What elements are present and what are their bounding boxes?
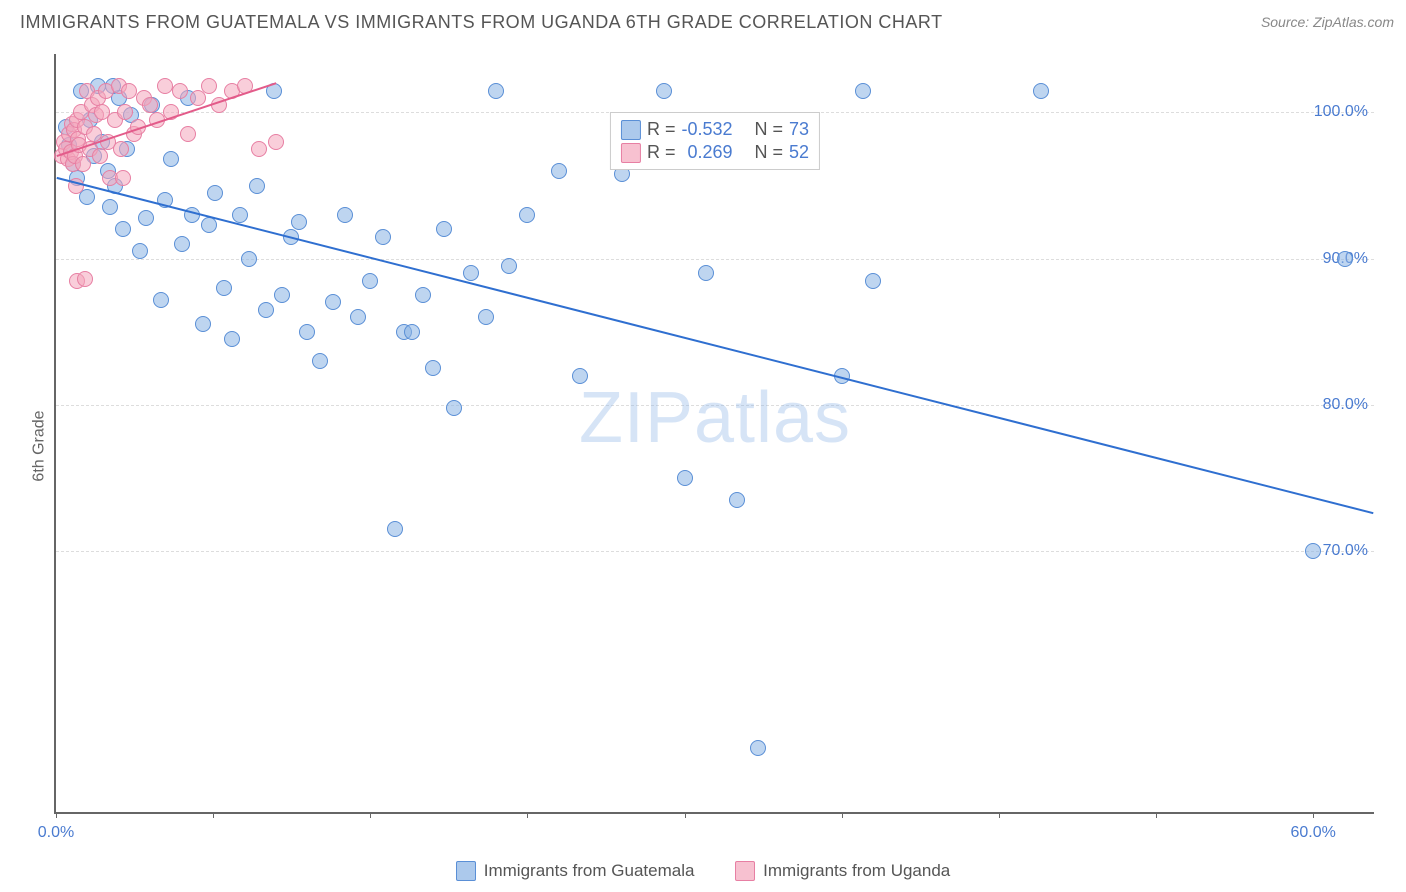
x-tick-mark [370,812,371,818]
chart-plot-area: ZIPatlas R = -0.532 N = 73 R = 0.269 N =… [54,54,1374,814]
correlation-legend: R = -0.532 N = 73 R = 0.269 N = 52 [610,112,820,170]
series-legend: Immigrants from Guatemala Immigrants fro… [0,861,1406,886]
legend-N-label: N = [755,119,784,140]
x-tick-mark [842,812,843,818]
x-tick-label: 0.0% [38,824,74,842]
x-tick-mark [685,812,686,818]
trend-line [57,178,1374,513]
legend-item-uganda: Immigrants from Uganda [735,861,950,881]
x-tick-mark [213,812,214,818]
legend-R-label: R = [647,142,676,163]
legend-label-uganda: Immigrants from Uganda [763,861,950,881]
legend-R-uganda: 0.269 [687,142,732,163]
x-tick-mark [1156,812,1157,818]
legend-R-guatemala: -0.532 [681,119,732,140]
legend-N-guatemala: 73 [789,119,809,140]
swatch-pink-icon [735,861,755,881]
swatch-blue-icon [456,861,476,881]
chart-title: IMMIGRANTS FROM GUATEMALA VS IMMIGRANTS … [20,12,943,33]
legend-item-guatemala: Immigrants from Guatemala [456,861,695,881]
trend-line [57,83,276,156]
chart-source: Source: ZipAtlas.com [1261,14,1394,30]
x-tick-label: 60.0% [1290,824,1335,842]
swatch-pink-icon [621,143,641,163]
x-tick-mark [1313,812,1314,818]
legend-label-guatemala: Immigrants from Guatemala [484,861,695,881]
x-tick-mark [527,812,528,818]
y-axis-label: 6th Grade [31,410,49,481]
x-tick-mark [999,812,1000,818]
legend-R-label: R = [647,119,676,140]
legend-row-guatemala: R = -0.532 N = 73 [621,119,809,140]
legend-row-uganda: R = 0.269 N = 52 [621,142,809,163]
legend-N-label: N = [755,142,784,163]
legend-N-uganda: 52 [789,142,809,163]
swatch-blue-icon [621,120,641,140]
x-tick-mark [56,812,57,818]
